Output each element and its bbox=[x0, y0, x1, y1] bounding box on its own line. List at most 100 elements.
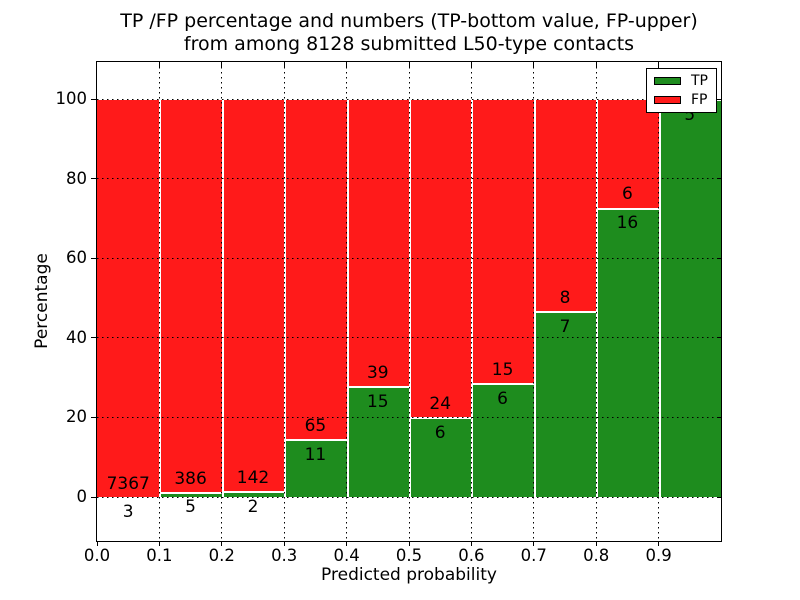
axis-tick bbox=[408, 541, 410, 546]
bar-segment-tp bbox=[161, 491, 222, 497]
axis-tick bbox=[221, 62, 223, 67]
bar-bin-0.1-0.2 bbox=[159, 99, 222, 497]
bar-label-tp: 6 bbox=[497, 388, 508, 409]
x-tick-label: 0.6 bbox=[458, 546, 485, 565]
axis-tick bbox=[346, 541, 348, 546]
bar-segment-fp bbox=[473, 99, 534, 384]
bar-label-tp: 7 bbox=[559, 316, 571, 337]
axis-tick bbox=[470, 541, 472, 546]
bar-segment-tp bbox=[411, 417, 472, 497]
bar-segment-fp bbox=[535, 99, 597, 312]
bar-label-fp: 65 bbox=[304, 416, 327, 437]
legend-swatch-fp-icon bbox=[654, 95, 681, 104]
vertical-gridline bbox=[346, 62, 348, 541]
bar-label-tp: 15 bbox=[366, 391, 389, 412]
axis-tick bbox=[658, 62, 660, 67]
axis-tick bbox=[658, 541, 660, 546]
bar-segment-fp bbox=[598, 99, 659, 208]
bar-bin-0.2-0.3 bbox=[221, 99, 285, 497]
bar-label-tp: 5 bbox=[185, 497, 196, 518]
axis-tick bbox=[717, 337, 722, 339]
bar-label-fp: 24 bbox=[429, 394, 452, 415]
bar-label-tp: 16 bbox=[616, 213, 639, 234]
axis-tick bbox=[283, 541, 285, 546]
bar-segment-tp bbox=[473, 383, 534, 497]
bar-segment-fp bbox=[286, 99, 347, 440]
chart-title: TP /FP percentage and numbers (TP-bottom… bbox=[120, 10, 698, 56]
legend: TP FP bbox=[646, 68, 717, 113]
x-tick-label: 0.8 bbox=[583, 546, 610, 565]
bar-label-tp: 2 bbox=[247, 496, 259, 517]
axis-tick bbox=[346, 62, 348, 67]
vertical-gridline bbox=[408, 62, 410, 541]
bar-label-tp: 5 bbox=[684, 104, 696, 125]
bar-segment-fp bbox=[223, 99, 285, 492]
x-tick-label: 0.5 bbox=[395, 546, 423, 565]
x-tick-label: 0.2 bbox=[208, 546, 235, 565]
axis-tick bbox=[91, 178, 96, 180]
axis-tick bbox=[91, 257, 96, 259]
chart-title-line1: TP /FP percentage and numbers (TP-bottom… bbox=[120, 10, 698, 32]
bar-label-fp: 39 bbox=[366, 363, 389, 384]
x-tick-label: 0.0 bbox=[83, 546, 111, 565]
bar-segment-tp bbox=[223, 491, 285, 497]
horizontal-gridline bbox=[97, 257, 721, 259]
axis-tick bbox=[91, 337, 96, 339]
bar-segment-tp bbox=[598, 207, 659, 497]
axis-tick bbox=[470, 62, 472, 67]
horizontal-gridline bbox=[97, 98, 721, 100]
bar-label-fp: 7367 bbox=[106, 473, 150, 494]
axis-tick bbox=[221, 541, 223, 546]
bar-bin-0.9-1.0 bbox=[658, 99, 721, 497]
horizontal-gridline bbox=[97, 416, 721, 418]
bar-bin-0.8-0.9 bbox=[596, 99, 659, 497]
axis-tick bbox=[533, 541, 535, 546]
vertical-gridline bbox=[658, 62, 660, 541]
bar-bin-0.7-0.8 bbox=[533, 99, 597, 497]
vertical-gridline bbox=[158, 62, 160, 541]
bar-label-fp: 8 bbox=[559, 288, 571, 309]
axis-tick bbox=[158, 62, 160, 67]
legend-label-fp: FP bbox=[691, 91, 708, 108]
x-tick-label: 0.9 bbox=[645, 546, 672, 565]
y-tick-label: 0 bbox=[76, 487, 88, 506]
x-tick-label: 0.7 bbox=[520, 546, 547, 565]
bar-segment-fp bbox=[161, 99, 222, 492]
vertical-gridline bbox=[283, 62, 285, 541]
axis-tick bbox=[717, 257, 722, 259]
bar-segment-tp bbox=[97, 496, 160, 499]
axis-tick bbox=[158, 541, 160, 546]
y-tick-label: 40 bbox=[66, 327, 87, 347]
bar-label-fp: 6 bbox=[621, 184, 633, 205]
horizontal-gridline bbox=[97, 337, 721, 339]
axis-tick bbox=[717, 178, 722, 180]
vertical-gridline bbox=[470, 62, 472, 541]
bar-bin-0.4-0.5 bbox=[346, 99, 409, 497]
legend-swatch-tp-icon bbox=[654, 77, 681, 86]
axis-tick bbox=[717, 416, 722, 418]
axis-tick bbox=[408, 62, 410, 67]
bar-segment-fp bbox=[97, 99, 160, 497]
bar-bin-0.0-0.1 bbox=[97, 99, 160, 499]
vertical-gridline bbox=[221, 62, 223, 541]
legend-label-tp: TP bbox=[691, 73, 708, 90]
axis-tick bbox=[283, 62, 285, 67]
y-tick-label: 60 bbox=[66, 248, 87, 268]
x-tick-label: 0.3 bbox=[271, 546, 298, 565]
bar-label-tp: 11 bbox=[304, 444, 327, 465]
y-axis-label: Percentage bbox=[32, 253, 52, 349]
bar-label-fp: 142 bbox=[236, 468, 270, 489]
legend-item-tp: TP bbox=[647, 74, 716, 88]
bar-label-tp: 6 bbox=[434, 422, 446, 443]
axis-tick bbox=[717, 496, 722, 498]
axis-tick bbox=[595, 541, 597, 546]
bar-bin-0.3-0.4 bbox=[284, 99, 347, 497]
plot-inner: 7367338651422651139152461568761605 bbox=[97, 62, 721, 541]
axis-tick bbox=[533, 62, 535, 67]
axis-tick bbox=[595, 62, 597, 67]
bar-segment-tp bbox=[660, 99, 721, 497]
bar-segment-tp bbox=[348, 386, 409, 497]
x-tick-label: 0.1 bbox=[146, 546, 173, 565]
axis-tick bbox=[91, 416, 96, 418]
